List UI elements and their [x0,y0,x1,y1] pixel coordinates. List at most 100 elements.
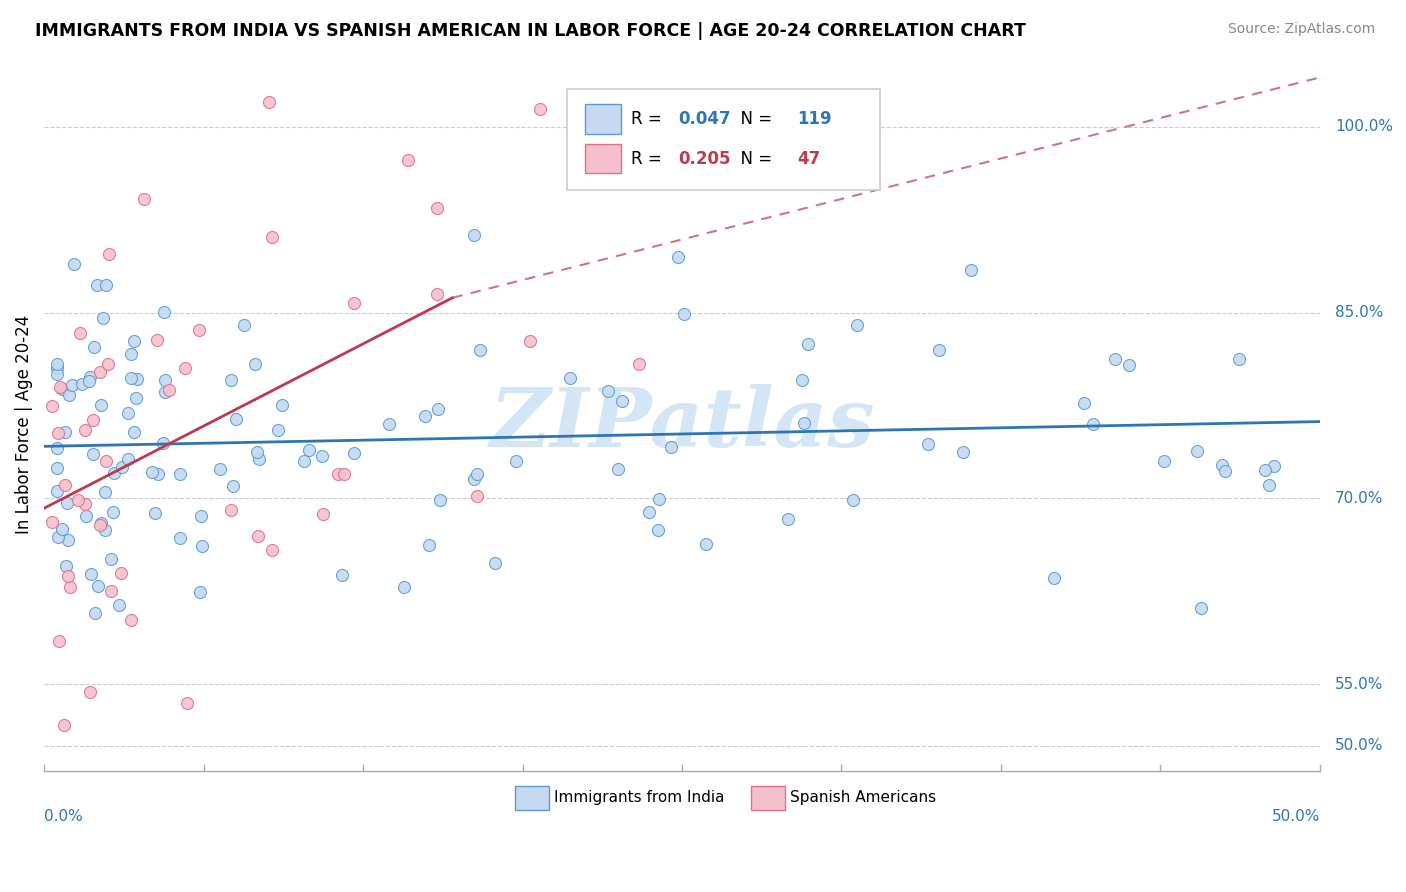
Point [46,425,69,440]
Point [120,371,142,385]
Point [148,467,170,481]
Point [778,512,800,526]
Point [426,286,449,301]
Point [122,334,145,348]
Point [143,506,166,520]
Point [52,718,75,732]
Point [146,333,169,347]
Point [41,399,63,413]
Text: IMMIGRANTS FROM INDIA VS SPANISH AMERICAN IN LABOR FORCE | AGE 20-24 CORRELATION: IMMIGRANTS FROM INDIA VS SPANISH AMERICA… [35,22,1026,40]
Point [1213,464,1236,478]
Point [463,228,485,243]
Point [188,323,211,337]
Text: 55.0%: 55.0% [1336,676,1384,691]
Point [842,492,865,507]
Point [312,508,335,522]
Point [247,452,270,467]
Point [90,516,112,531]
Point [152,436,174,450]
Point [378,417,401,432]
Text: Spanish Americans: Spanish Americans [790,790,936,805]
Point [1081,417,1104,431]
Point [666,250,689,264]
Point [56,569,79,583]
Point [94,454,117,468]
Point [66,493,89,508]
Point [311,449,333,463]
Point [418,538,440,552]
Point [77,374,100,388]
Point [845,318,868,332]
Point [610,394,633,409]
Y-axis label: In Labor Force | Age 20-24: In Labor Force | Age 20-24 [15,315,32,533]
Text: N =: N = [731,110,778,128]
Point [91,310,114,325]
Text: Immigrants from India: Immigrants from India [554,790,725,805]
Point [53,477,76,491]
FancyBboxPatch shape [567,89,880,190]
Point [45,368,67,382]
Point [75,509,97,524]
Text: ZIPatlas: ZIPatlas [489,384,875,464]
Point [53,425,76,440]
Point [153,373,176,387]
FancyBboxPatch shape [585,144,621,173]
Point [463,471,485,485]
Point [470,343,492,357]
Point [59,580,82,594]
Point [928,343,950,357]
Point [169,467,191,482]
Point [45,461,67,475]
Point [51,522,73,536]
Point [429,492,451,507]
Point [262,543,284,558]
Point [98,246,121,260]
Point [1254,463,1277,477]
Point [1153,454,1175,468]
Point [72,376,94,391]
FancyBboxPatch shape [751,786,786,810]
Point [1118,358,1140,372]
Point [125,391,148,405]
Point [648,491,671,506]
Point [94,277,117,292]
Point [467,467,489,481]
Point [103,466,125,480]
Point [343,445,366,459]
Point [243,357,266,371]
Point [596,384,619,398]
Point [298,443,321,458]
Point [152,305,174,319]
Point [952,445,974,459]
Point [225,411,247,425]
Text: 0.047: 0.047 [678,110,731,128]
Point [519,334,541,348]
Point [56,533,79,547]
Point [159,383,181,397]
Point [606,462,628,476]
Text: N =: N = [731,150,778,168]
FancyBboxPatch shape [585,104,621,134]
Point [270,399,292,413]
Point [83,606,105,620]
Point [1258,477,1281,491]
Point [637,504,659,518]
Point [797,337,820,351]
Text: Source: ZipAtlas.com: Source: ZipAtlas.com [1227,22,1375,37]
Point [103,505,125,519]
Text: R =: R = [631,150,666,168]
Point [89,365,111,379]
Point [209,462,232,476]
FancyBboxPatch shape [515,786,550,810]
Point [188,585,211,599]
Point [45,484,67,499]
Point [117,406,139,420]
Point [46,530,69,544]
Point [45,442,67,456]
Point [49,380,72,394]
Point [659,440,682,454]
Text: 119: 119 [797,110,831,128]
Point [55,559,77,574]
Point [333,467,356,481]
Point [69,326,91,341]
